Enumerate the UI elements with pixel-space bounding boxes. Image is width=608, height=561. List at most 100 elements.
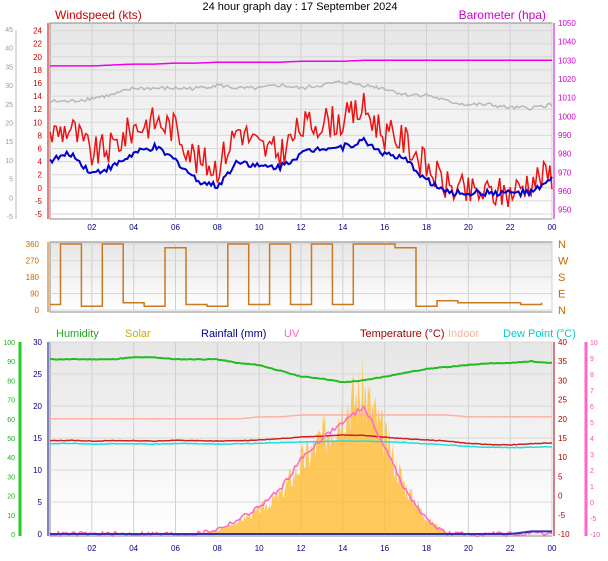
- compass-label: E: [558, 289, 565, 301]
- direction-series-line: [50, 243, 543, 308]
- windspeed-tick: 14: [33, 92, 42, 101]
- rain-tick: 30: [33, 338, 42, 347]
- temperature-tick: 0: [558, 492, 563, 501]
- barometer-tick: 1050: [558, 19, 576, 28]
- windspeed-tick: 12: [33, 105, 42, 114]
- humidity-tick: 90: [7, 359, 15, 366]
- x-tick-label: 10: [255, 223, 264, 232]
- direction-tick: 180: [26, 273, 40, 282]
- outer-wind-tick: -5: [7, 214, 13, 221]
- x-tick-label: 10: [255, 544, 264, 553]
- legend-item: Humidity: [56, 328, 99, 340]
- x-tick-label: 22: [506, 544, 515, 553]
- x-tick-label: 08: [213, 223, 222, 232]
- rain-tick: 25: [33, 370, 42, 379]
- humidity-tick: 70: [7, 398, 15, 405]
- uv-tick: 6: [590, 404, 594, 411]
- x-tick-label: 02: [87, 544, 96, 553]
- x-tick-label: 22: [506, 223, 515, 232]
- barometer-tick: 960: [558, 187, 572, 196]
- rain-tick: 0: [38, 530, 43, 539]
- barometer-tick: 970: [558, 168, 572, 177]
- wind-series-line-0: [50, 59, 552, 67]
- windspeed-tick: 10: [33, 118, 42, 127]
- rain-tick: 5: [38, 498, 43, 507]
- x-tick-label: 08: [213, 544, 222, 553]
- temperature-tick: 15: [558, 434, 567, 443]
- outer-wind-tick: 10: [5, 158, 13, 165]
- windspeed-tick: -5: [35, 197, 43, 206]
- barometer-tick: 1010: [558, 94, 576, 103]
- barometer-tick: 980: [558, 150, 572, 159]
- barometer-tick: 950: [558, 206, 572, 215]
- direction-tick: 360: [26, 240, 40, 249]
- uv-tick: 3: [590, 452, 594, 459]
- humidity-tick: 20: [7, 494, 15, 501]
- x-tick-label: 00: [548, 223, 557, 232]
- x-tick-label: 04: [129, 544, 138, 553]
- wind-series-line-2: [49, 92, 553, 208]
- humidity-tick: 0: [11, 532, 15, 539]
- x-tick-label: 18: [422, 223, 431, 232]
- rain-tick: 20: [33, 402, 42, 411]
- x-tick-label: 04: [129, 223, 138, 232]
- x-tick-label: 02: [87, 223, 96, 232]
- windspeed-label: Windspeed (kts): [55, 8, 142, 22]
- uv-tick: 0: [590, 500, 594, 507]
- windspeed-tick: -5: [35, 210, 43, 219]
- barometer-tick: 1000: [558, 112, 576, 121]
- x-tick-label: 14: [338, 544, 347, 553]
- humidity-tick: 100: [3, 340, 15, 347]
- uv-tick: 2: [590, 468, 594, 475]
- rain-tick: 10: [33, 466, 42, 475]
- x-tick-label: 00: [548, 544, 557, 553]
- x-tick-label: 06: [171, 223, 180, 232]
- wind-series-line-1: [49, 80, 553, 111]
- uv-tick: -5: [590, 516, 596, 523]
- outer-wind-tick: 45: [5, 27, 13, 34]
- outer-wind-tick: 0: [9, 195, 13, 202]
- uv-tick: 1: [590, 484, 594, 491]
- temp-panel-legend: Humidity Solar Rainfall (mm) UV Temperature …: [56, 328, 576, 340]
- humidity-tick: 50: [7, 436, 15, 443]
- temperature-tick: 40: [558, 338, 567, 347]
- temperature-tick: 35: [558, 357, 567, 366]
- windspeed-tick: 20: [33, 53, 42, 62]
- outer-wind-tick: 30: [5, 83, 13, 90]
- wind-series-line-3: [49, 136, 553, 199]
- direction-tick: 270: [26, 257, 40, 266]
- humidity-tick: 10: [7, 513, 15, 520]
- x-tick-label: 14: [338, 223, 347, 232]
- windspeed-tick: 18: [33, 66, 42, 75]
- temperature-tick: -10: [558, 530, 570, 539]
- series-line-humidity: [49, 356, 553, 384]
- legend-item: Temperature (°C): [360, 328, 444, 340]
- windspeed-tick: 8: [38, 131, 43, 140]
- temperature-tick: -5: [558, 511, 566, 520]
- temperature-tick: 25: [558, 396, 567, 405]
- outer-wind-tick: 25: [5, 102, 13, 109]
- temperature-tick: 10: [558, 453, 567, 462]
- temperature-tick: 5: [558, 472, 563, 481]
- barometer-label: Barometer (hpa): [459, 8, 546, 22]
- x-tick-label: 06: [171, 544, 180, 553]
- barometer-tick: 1040: [558, 38, 576, 47]
- graph-title: 24 hour graph day : 17 September 2024: [202, 1, 397, 13]
- outer-wind-tick: 20: [5, 121, 13, 128]
- uv-tick: 7: [590, 388, 594, 395]
- outer-wind-tick: 15: [5, 139, 13, 146]
- legend-item: UV: [284, 328, 300, 340]
- series-line-rainfall-mm-: [50, 530, 552, 535]
- outer-wind-tick: 35: [5, 64, 13, 71]
- barometer-tick: 1030: [558, 56, 576, 65]
- x-tick-label: 20: [464, 544, 473, 553]
- uv-tick: 8: [590, 372, 594, 379]
- uv-tick: 10: [590, 340, 598, 347]
- solar-area: [50, 355, 552, 534]
- x-tick-label: 12: [297, 223, 306, 232]
- legend-item: Dew Point (°C): [503, 328, 576, 340]
- x-tick-label: 20: [464, 223, 473, 232]
- compass-label: N: [558, 305, 566, 317]
- uv-tick: 5: [590, 420, 594, 427]
